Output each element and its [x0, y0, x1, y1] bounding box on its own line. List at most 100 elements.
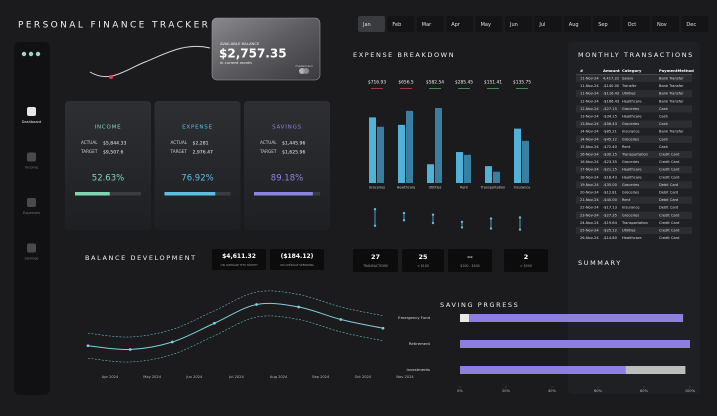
x-tick-label: Nov 2024 — [396, 375, 414, 379]
expense-amount: $582.54 — [426, 80, 444, 86]
page-title: PERSONAL FINANCE TRACKER — [18, 21, 210, 31]
stat-label: TRANSACTIONS — [362, 264, 388, 268]
table-cell: Credit Card — [659, 221, 679, 225]
kpi-title: INCOME — [95, 125, 122, 131]
table-cell: -$30.15 — [603, 153, 617, 157]
table-cell: Healthcare — [622, 115, 642, 119]
x-tick-label: 40% — [548, 389, 557, 393]
summary-title: SUMMARY — [578, 259, 622, 267]
table-cell: Debit Card — [659, 183, 678, 187]
month-tab[interactable] — [505, 16, 532, 32]
table-cell: 11-Nov-24 — [580, 84, 599, 88]
expense-bar — [435, 108, 442, 183]
table-cell: Insurance — [622, 206, 640, 210]
table-row-bg — [576, 105, 692, 113]
month-tab[interactable] — [622, 16, 650, 32]
table-cell: Groceries — [622, 122, 639, 126]
table-cell: 14-Nov-24 — [580, 130, 599, 134]
month-tab[interactable] — [563, 16, 591, 32]
saving-bar — [460, 314, 470, 322]
table-cell: Debit Card — [659, 198, 678, 202]
kpi-row-label: TARGET — [259, 149, 277, 154]
table-cell: Cash — [659, 115, 668, 119]
table-cell: 26-Nov-24 — [580, 236, 599, 240]
expense-category: Insurance — [514, 186, 531, 190]
month-tab[interactable] — [593, 16, 621, 32]
table-cell: Healthcare — [622, 168, 642, 172]
table-cell: 17-Nov-24 — [580, 168, 599, 172]
expense-bar — [427, 164, 434, 183]
table-row-bg — [576, 196, 692, 204]
expense-amount: $285.45 — [455, 80, 473, 86]
range-end — [489, 227, 493, 230]
kpi-panel — [65, 101, 151, 230]
expense-amount: $135.75 — [513, 80, 531, 86]
month-tab[interactable] — [358, 16, 385, 32]
table-cell: 20-Nov-24 — [580, 191, 599, 195]
expense-amount: $656.5 — [398, 80, 414, 86]
table-cell: 4,417.32 — [603, 77, 619, 81]
table-cell: Salary — [622, 77, 634, 81]
balance-title: BALANCE DEVELOPMENT — [85, 254, 197, 262]
table-cell: 16-Nov-24 — [580, 153, 599, 157]
x-tick-label: 80% — [640, 389, 649, 393]
nav-label: Income — [25, 166, 39, 170]
table-cell: Groceries — [622, 191, 639, 195]
nav-icon[interactable] — [27, 198, 36, 207]
table-row-bg — [576, 135, 692, 143]
stat-box — [504, 249, 548, 272]
nav-icon[interactable] — [27, 243, 36, 253]
table-cell: Credit Card — [659, 175, 679, 179]
balance-point — [255, 303, 258, 306]
nav-icon[interactable] — [27, 107, 36, 116]
kpi-row-value: $1,445.96 — [282, 141, 305, 147]
month-tab[interactable] — [475, 16, 503, 32]
table-header: Amount — [603, 68, 620, 73]
table-cell: Groceries — [622, 213, 639, 217]
table-cell: Transportation — [621, 221, 648, 225]
table-cell: 23-Nov-24 — [580, 213, 599, 217]
table-cell: -$45.12 — [603, 137, 617, 141]
month-tab[interactable] — [416, 16, 444, 32]
table-cell: Utilities — [622, 229, 636, 233]
month-tab[interactable] — [681, 16, 709, 32]
x-tick-label: 0% — [457, 389, 463, 393]
kpi-panel — [244, 101, 330, 230]
table-cell: Groceries — [622, 183, 639, 187]
table-row-bg — [576, 211, 692, 219]
range-end — [373, 224, 377, 227]
month-label: Feb — [392, 22, 401, 28]
expense-category: Rent — [460, 186, 468, 190]
balance-point — [170, 340, 174, 344]
range-end — [460, 220, 464, 224]
kpi-progress — [254, 192, 313, 196]
table-cell: 16-Nov-24 — [580, 160, 599, 164]
month-label: Jun — [509, 22, 518, 28]
table-cell: Healthcare — [622, 99, 642, 103]
table-cell: 11-Nov-24 — [580, 92, 599, 96]
month-label: Oct — [628, 22, 637, 28]
kpi-row-value: $9,507.6 — [103, 150, 124, 156]
expense-amount: $151.41 — [484, 80, 502, 86]
table-row-bg — [576, 90, 692, 98]
expense-bar — [522, 140, 529, 183]
month-label: Jul — [538, 22, 545, 28]
range-end — [402, 211, 406, 215]
month-tab[interactable] — [387, 16, 415, 32]
card-logo — [303, 68, 309, 74]
balance-box-value: $4,611.32 — [222, 253, 256, 260]
month-tab[interactable] — [446, 16, 474, 32]
x-tick-label: Sep 2024 — [312, 375, 330, 379]
table-cell: -$12.81 — [603, 191, 617, 195]
saving-category: Investments — [407, 367, 431, 372]
nav-label: Savings — [24, 257, 38, 261]
month-tab[interactable] — [652, 16, 679, 32]
balance-box-label: ON AVERAGE THIS MONTH — [221, 263, 258, 267]
month-tab[interactable] — [534, 16, 562, 32]
month-label: Jan — [362, 22, 371, 28]
sidebar — [14, 42, 50, 395]
nav-icon[interactable] — [27, 152, 36, 162]
table-cell: -$40.00 — [603, 198, 618, 202]
kpi-row-value: $2,281 — [193, 141, 209, 147]
table-cell: Cash — [659, 122, 668, 126]
